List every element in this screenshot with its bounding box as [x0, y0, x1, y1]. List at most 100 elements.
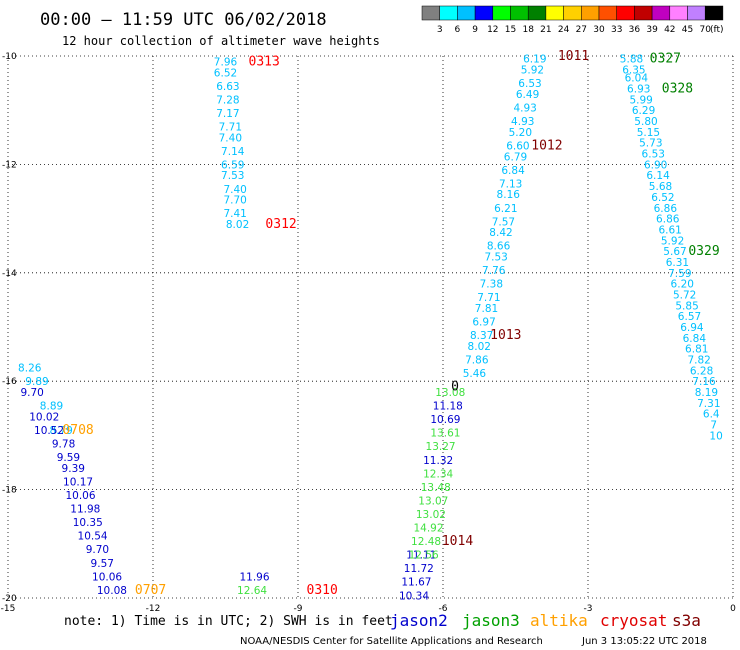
colorbar-swatch: [598, 5, 617, 21]
colorbar-swatch: [704, 5, 724, 21]
swh-value-s3a: 6.81: [685, 344, 708, 356]
swh-value-s3a: 10: [709, 430, 722, 442]
swh-value-s3a: 6.90: [644, 159, 667, 171]
colorbar-label: 15: [505, 25, 516, 35]
swh-value-jason2: 11.72: [404, 563, 434, 575]
swh-value-s3a: 7.53: [484, 252, 507, 264]
colorbar-swatch: [581, 5, 600, 21]
swh-value-s3a: 7.76: [482, 265, 506, 277]
swh-value-jason2: 10.08: [97, 585, 127, 597]
colorbar-label: 12: [487, 25, 498, 35]
swh-value-s3a: 5.80: [634, 116, 657, 128]
colorbar-label: 33: [611, 25, 622, 35]
swh-value-jason3: 12.64: [237, 585, 267, 597]
swh-value-jason2: 10.35: [73, 517, 103, 529]
swh-value-jason3: 13.48: [421, 482, 451, 494]
swh-value-cryosat: 7.17: [216, 108, 239, 120]
colorbar-label: 21: [540, 25, 551, 35]
pass-time-label: 0327: [650, 52, 681, 67]
swh-value-jason3: 13.61: [430, 428, 460, 440]
swh-value-jason3: 13.07: [418, 495, 448, 507]
swh-value-s3a: 6.14: [646, 170, 670, 182]
swh-value-s3a: 5.67: [663, 246, 686, 258]
pass-time-label: 0707: [135, 583, 166, 598]
swh-value-cryosat: 6.59: [221, 159, 244, 171]
colorbar-label: 30: [593, 25, 605, 35]
swh-value-s3a: 5.72: [673, 289, 696, 301]
y-tick-label: -10: [2, 52, 17, 62]
swh-value-s3a: 4.93: [513, 102, 536, 114]
colorbar-swatch: [669, 5, 688, 21]
swh-value-s3a: 7.13: [499, 178, 522, 190]
swh-value-s3a: 6.86: [656, 214, 680, 226]
pass-time-label: 1013: [490, 328, 521, 343]
x-tick-label: -12: [146, 604, 161, 614]
swh-value-jason2: 10.34: [399, 590, 429, 602]
swh-value-jason2: 10.06: [65, 490, 95, 502]
swh-value-s3a: 7.38: [480, 279, 503, 291]
credit-text: NOAA/NESDIS Center for Satellite Applica…: [240, 636, 543, 647]
pass-time-label: 0329: [688, 244, 719, 259]
swh-value-jason2: 10.17: [63, 476, 93, 488]
swh-value-s3a: 5.88: [620, 54, 643, 66]
colorbar-swatch: [687, 5, 706, 21]
swh-value-jason2: 11.67: [401, 577, 431, 589]
colorbar-swatch: [474, 5, 494, 21]
swh-value-s3a: 6.61: [658, 224, 681, 236]
swh-value-s3a: 7.31: [697, 398, 720, 410]
swh-value-s3a: 5.73: [639, 138, 662, 150]
swh-value-s3a: 6.4: [703, 409, 720, 421]
swh-value-s3a: 5.85: [675, 300, 698, 312]
swh-value-jason3: 12.48: [411, 536, 441, 548]
y-tick-label: -18: [2, 486, 17, 496]
colorbar-label: 3: [437, 25, 443, 35]
y-tick-label: -12: [2, 160, 17, 170]
x-tick-label: -3: [584, 604, 593, 614]
x-tick-label: -9: [294, 604, 303, 614]
swh-value-s3a: 6.21: [494, 203, 517, 215]
swh-value-s3a: 6.20: [671, 279, 694, 291]
swh-value-s3a: 5.68: [649, 181, 672, 193]
swh-value-s3a: 8.16: [497, 189, 521, 201]
colorbar-swatch: [545, 5, 564, 21]
swh-value-s3a: 5.92: [661, 235, 684, 247]
swh-value-s3a: 7.81: [475, 303, 498, 315]
swh-value-jason3: 12.56: [409, 550, 439, 562]
satellite-jason2: jason2: [390, 611, 448, 630]
y-tick-label: -14: [2, 269, 17, 279]
swh-value-cryosat: 8.02: [226, 219, 249, 231]
colorbar-label: 45: [682, 25, 693, 35]
colorbar-swatch: [616, 5, 635, 21]
swh-value-s3a: 5.20: [509, 127, 532, 139]
colorbar-swatch: [563, 5, 582, 21]
timestamp-text: Jun 3 13:05:22 UTC 2018: [581, 636, 707, 647]
swh-value-s3a: 7.86: [465, 355, 489, 367]
swh-value-jason2: 9.70: [20, 387, 43, 399]
swh-value-jason3: 13.27: [426, 441, 456, 453]
swh-value-jason2: 9.59: [57, 452, 80, 464]
swh-value-jason2: 10.52: [34, 425, 64, 437]
swh-value-jason2: 8.89: [40, 401, 63, 413]
colorbar-label: 9: [472, 25, 478, 35]
y-tick-label: -20: [2, 594, 17, 604]
swh-value-cryosat: 7.53: [221, 170, 244, 182]
colorbar-label: 6: [455, 25, 461, 35]
swh-value-s3a: 6.19: [523, 54, 546, 66]
swh-value-jason2: 10.54: [78, 531, 108, 543]
pass-time-label: 1011: [558, 49, 589, 64]
swh-value-s3a: 5.15: [637, 127, 660, 139]
swh-value-jason2: 9.39: [62, 463, 85, 475]
swh-value-s3a: 6.52: [651, 192, 674, 204]
swh-value-cryosat: 7.28: [216, 94, 239, 106]
y-tick-label: -16: [2, 377, 17, 387]
swh-value-jason2: 11.96: [239, 571, 269, 583]
footer-note: note: 1) Time is in UTC; 2) SWH is in fe…: [64, 614, 393, 629]
pass-time-label: 0313: [249, 54, 280, 69]
colorbar-unit: (ft): [710, 25, 724, 35]
swh-value-s3a: 6.31: [666, 257, 689, 269]
swh-value-s3a: 6.28: [690, 365, 713, 377]
swh-value-s3a: 6.04: [625, 73, 649, 85]
swh-value-cryosat: 7.96: [214, 56, 238, 68]
satellite-legend: jason2 jason3 altika cryosat s3a: [390, 611, 701, 630]
colorbar-swatch: [510, 5, 529, 21]
